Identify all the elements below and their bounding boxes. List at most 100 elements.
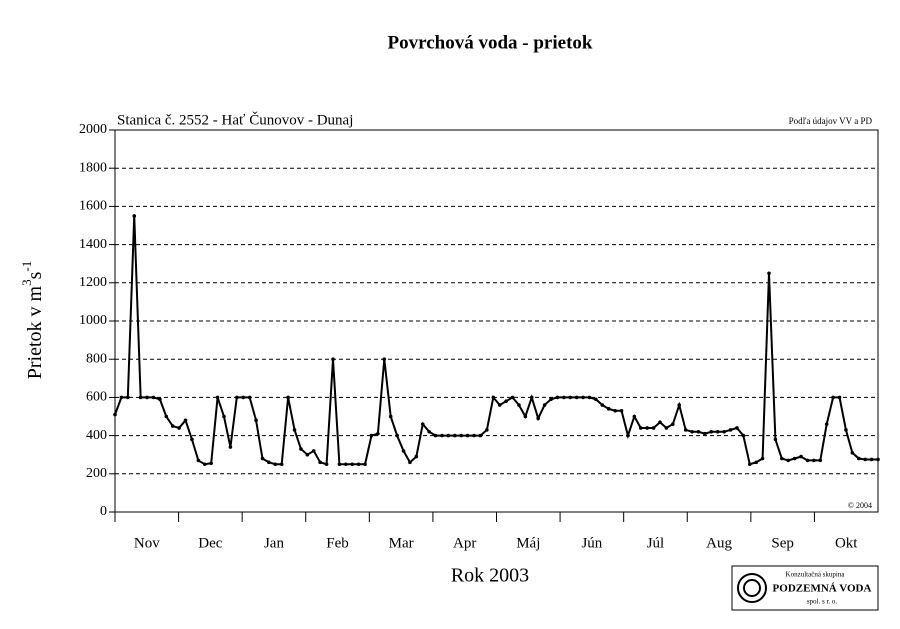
- data-point: [337, 462, 342, 467]
- data-point: [677, 403, 682, 407]
- data-point: [735, 426, 739, 430]
- data-point: [382, 357, 387, 362]
- data-point: [568, 395, 573, 400]
- data-point: [209, 461, 213, 466]
- y-tick-label: 0: [100, 504, 107, 519]
- data-point: [132, 214, 137, 218]
- logo-text: spol. s r. o.: [807, 598, 838, 606]
- data-point: [856, 456, 861, 461]
- logo-text: Konzultačná skupina: [786, 571, 846, 579]
- data-point: [164, 414, 169, 419]
- y-tick-label: 1800: [79, 160, 107, 175]
- data-point: [638, 426, 643, 430]
- logo: Konzultačná skupina PODZEMNÁ VODA spol. …: [731, 565, 879, 611]
- data-point: [510, 395, 515, 400]
- data-point: [722, 429, 726, 434]
- data-point: [465, 433, 470, 438]
- data-point: [786, 458, 791, 463]
- data-point: [202, 462, 207, 467]
- y-tick-label: 1000: [79, 313, 107, 328]
- data-point: [491, 395, 496, 400]
- data-point: [863, 457, 867, 462]
- data-point: [459, 433, 464, 438]
- data-point: [388, 414, 393, 419]
- data-point: [485, 428, 489, 432]
- data-point: [869, 457, 874, 462]
- data-point: [747, 462, 752, 467]
- data-point: [683, 428, 688, 432]
- data-point: [844, 428, 848, 432]
- data-point: [344, 462, 348, 467]
- y-tick-label: 2000: [79, 122, 107, 137]
- data-point: [574, 395, 579, 400]
- data-point: [228, 445, 233, 449]
- data-point: [145, 395, 149, 400]
- data-point: [632, 414, 637, 419]
- data-point: [831, 395, 835, 400]
- y-tick-label: 1600: [79, 199, 107, 214]
- data-point: [799, 454, 803, 459]
- data-point: [151, 395, 156, 400]
- data-point: [427, 429, 431, 434]
- data-point: [196, 458, 201, 463]
- data-point: [818, 458, 823, 463]
- x-tick-label: Apr: [453, 535, 476, 551]
- y-tick-label: 1400: [79, 237, 107, 252]
- x-tick-label: Jún: [581, 535, 602, 551]
- data-point: [126, 395, 130, 400]
- data-point: [286, 395, 290, 400]
- data-point: [299, 447, 303, 451]
- data-point: [356, 462, 361, 467]
- y-label-sup: -1: [19, 261, 34, 272]
- data-point: [408, 460, 412, 465]
- data-point: [183, 418, 188, 423]
- data-point: [773, 437, 778, 442]
- data-point: [273, 462, 278, 467]
- x-tick-label: Aug: [706, 535, 732, 551]
- data-point: [555, 395, 560, 400]
- data-point: [876, 457, 880, 462]
- data-point: [837, 395, 842, 400]
- data-point: [581, 395, 585, 400]
- data-point: [254, 418, 258, 423]
- data-line: [114, 215, 878, 466]
- data-point: [780, 456, 784, 461]
- data-point: [664, 426, 669, 430]
- data-point: [497, 403, 502, 407]
- data-point: [215, 395, 220, 400]
- data-point: [619, 408, 624, 413]
- data-point: [529, 395, 534, 400]
- data-point: [626, 433, 630, 438]
- data-point: [504, 399, 508, 404]
- y-tick-label: 600: [86, 390, 107, 405]
- data-point: [728, 428, 733, 432]
- data-point: [549, 397, 553, 402]
- x-tick-label: Mar: [389, 535, 414, 551]
- data-point: [671, 422, 675, 426]
- data-point: [177, 426, 181, 430]
- data-point: [395, 433, 399, 438]
- data-point: [600, 403, 605, 407]
- x-axis-label: Rok 2003: [451, 565, 529, 587]
- data-point: [542, 403, 547, 407]
- y-label-text: s: [24, 271, 46, 279]
- data-point: [113, 412, 117, 417]
- data-point: [812, 458, 816, 463]
- data-point: [350, 462, 355, 467]
- logo-icon: [737, 573, 767, 603]
- data-point: [760, 456, 765, 461]
- subtitle: Stanica č. 2552 - Hať Čunovov - Dunaj: [117, 111, 353, 128]
- copyright: © 2004: [848, 501, 872, 510]
- logo-text: PODZEMNÁ VODA: [773, 583, 872, 595]
- data-point: [587, 395, 592, 400]
- data-point: [190, 437, 194, 442]
- data-point: [613, 408, 617, 413]
- y-label-sup: 3: [19, 279, 34, 286]
- y-tick-label: 800: [86, 351, 107, 366]
- data-point: [267, 460, 271, 465]
- data-point: [260, 456, 265, 461]
- data-point: [401, 449, 406, 453]
- data-point: [741, 433, 746, 438]
- data-point: [235, 395, 239, 400]
